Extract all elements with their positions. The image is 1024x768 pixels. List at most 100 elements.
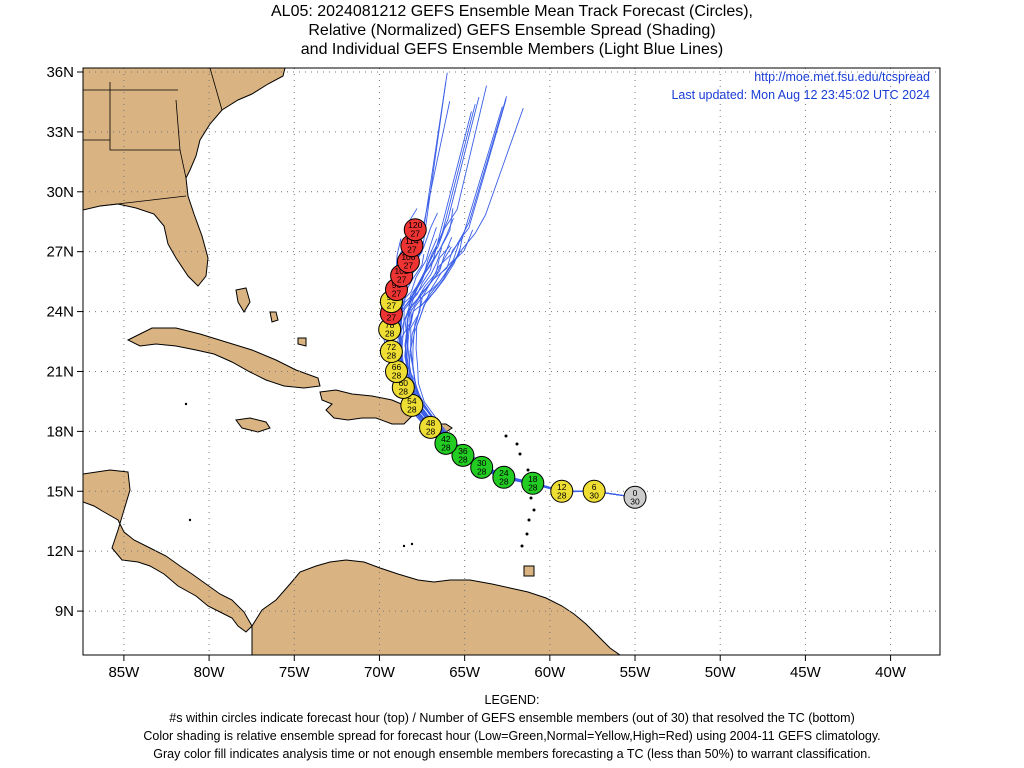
forecast-hour-label: 48 xyxy=(426,418,436,428)
legend-line-1: #s within circles indicate forecast hour… xyxy=(169,711,855,725)
land-layer xyxy=(83,68,621,655)
forecast-hour-label: 102 xyxy=(395,266,409,276)
gridlines xyxy=(77,68,940,661)
member-count-label: 27 xyxy=(387,313,397,323)
land-bahamas-3 xyxy=(297,337,307,347)
plot-background xyxy=(83,68,940,655)
land-bahamas-2 xyxy=(269,311,279,323)
forecast-hour-label: 120 xyxy=(408,220,422,230)
forecast-hour-label: 0 xyxy=(633,488,638,498)
legend-heading: LEGEND: xyxy=(484,693,540,707)
forecast-hour-label: 42 xyxy=(441,434,451,444)
forecast-hour-label: 78 xyxy=(385,320,395,330)
land-bahamas-1 xyxy=(235,287,251,313)
member-count-label: 27 xyxy=(392,289,402,299)
forecast-hour-label: 24 xyxy=(499,468,509,478)
track-circle xyxy=(451,443,475,467)
lon-tick-label: 45W xyxy=(790,664,822,681)
track-circle xyxy=(492,465,516,489)
member-count-label: 28 xyxy=(387,351,397,361)
track-circle xyxy=(550,479,574,503)
mean-track: 0306301228182824283028362842284828542860… xyxy=(378,218,647,509)
track-circle xyxy=(623,485,647,509)
land-central-america xyxy=(83,469,253,633)
track-point: 630 xyxy=(582,479,606,503)
land-cuba xyxy=(126,327,321,389)
track-circle xyxy=(434,431,458,455)
land-hispaniola xyxy=(319,389,413,425)
forecast-hour-label: 12 xyxy=(557,482,567,492)
plot-frame xyxy=(82,67,941,656)
legend-line-3: Gray color fill indicates analysis time … xyxy=(153,747,871,761)
member-count-label: 28 xyxy=(407,404,417,414)
track-circle xyxy=(470,455,494,479)
title-line-1: AL05: 2024081212 GEFS Ensemble Mean Trac… xyxy=(271,3,753,20)
lat-tick-label: 12N xyxy=(46,543,74,560)
track-circle xyxy=(403,218,427,242)
forecast-hour-label: 6 xyxy=(592,482,597,492)
track-circle xyxy=(419,415,443,439)
lon-tick-label: 80W xyxy=(194,664,226,681)
lon-tick-label: 60W xyxy=(534,664,566,681)
member-count-label: 28 xyxy=(426,426,436,436)
forecast-hour-label: 36 xyxy=(458,446,468,456)
member-count-label: 28 xyxy=(499,476,509,486)
forecast-hour-label: 60 xyxy=(399,378,409,388)
member-count-label: 28 xyxy=(392,370,402,380)
member-count-label: 28 xyxy=(528,482,538,492)
forecast-hour-label: 54 xyxy=(407,396,417,406)
forecast-hour-label: 108 xyxy=(401,252,415,262)
lon-tick-label: 85W xyxy=(108,664,140,681)
land-south-america xyxy=(251,559,621,655)
land-trinidad xyxy=(523,565,535,577)
lat-tick-label: 21N xyxy=(46,363,74,380)
forecast-hour-label: 72 xyxy=(387,342,397,352)
member-count-label: 27 xyxy=(404,261,414,271)
lon-tick-labels: 85W 80W 75W 70W 65W 60W 55W 50W 45W 40W xyxy=(108,664,906,681)
lat-tick-label: 33N xyxy=(46,124,74,141)
last-updated: Last updated: Mon Aug 12 23:45:02 UTC 20… xyxy=(671,88,930,102)
track-circle xyxy=(521,471,545,495)
lat-tick-label: 24N xyxy=(46,304,74,321)
member-track xyxy=(415,108,636,498)
lon-tick-label: 40W xyxy=(875,664,907,681)
lon-tick-label: 50W xyxy=(705,664,737,681)
forecast-hour-label: 66 xyxy=(392,362,402,372)
member-count-label: 27 xyxy=(397,275,407,285)
forecast-hour-label: 114 xyxy=(405,236,419,246)
forecast-hour-label: 18 xyxy=(528,474,538,484)
land-jamaica xyxy=(235,417,271,433)
member-count-label: 27 xyxy=(387,301,397,311)
lat-tick-labels: 36N 33N 30N 27N 24N 21N 18N 15N 12N 9N xyxy=(46,64,74,620)
land-north-america xyxy=(83,68,286,287)
lat-tick-label: 9N xyxy=(55,603,74,620)
title-line-3: and Individual GEFS Ensemble Members (Li… xyxy=(300,41,724,58)
member-count-label: 30 xyxy=(589,490,599,500)
forecast-hour-label: 30 xyxy=(477,458,487,468)
lat-tick-label: 18N xyxy=(46,423,74,440)
state-borders xyxy=(83,68,223,207)
member-count-label: 28 xyxy=(399,386,409,396)
track-circle xyxy=(582,479,606,503)
lon-tick-label: 75W xyxy=(279,664,311,681)
lon-tick-label: 70W xyxy=(364,664,396,681)
lat-tick-label: 30N xyxy=(46,184,74,201)
legend-line-2: Color shading is relative ensemble sprea… xyxy=(143,729,881,743)
lat-tick-label: 15N xyxy=(46,483,74,500)
lat-tick-label: 27N xyxy=(46,244,74,261)
track-point: 030 xyxy=(623,485,647,509)
member-count-label: 27 xyxy=(411,229,421,239)
member-count-label: 28 xyxy=(458,454,468,464)
member-count-label: 28 xyxy=(441,442,451,452)
member-count-label: 28 xyxy=(385,329,395,339)
title-line-2: Relative (Normalized) GEFS Ensemble Spre… xyxy=(308,22,716,39)
